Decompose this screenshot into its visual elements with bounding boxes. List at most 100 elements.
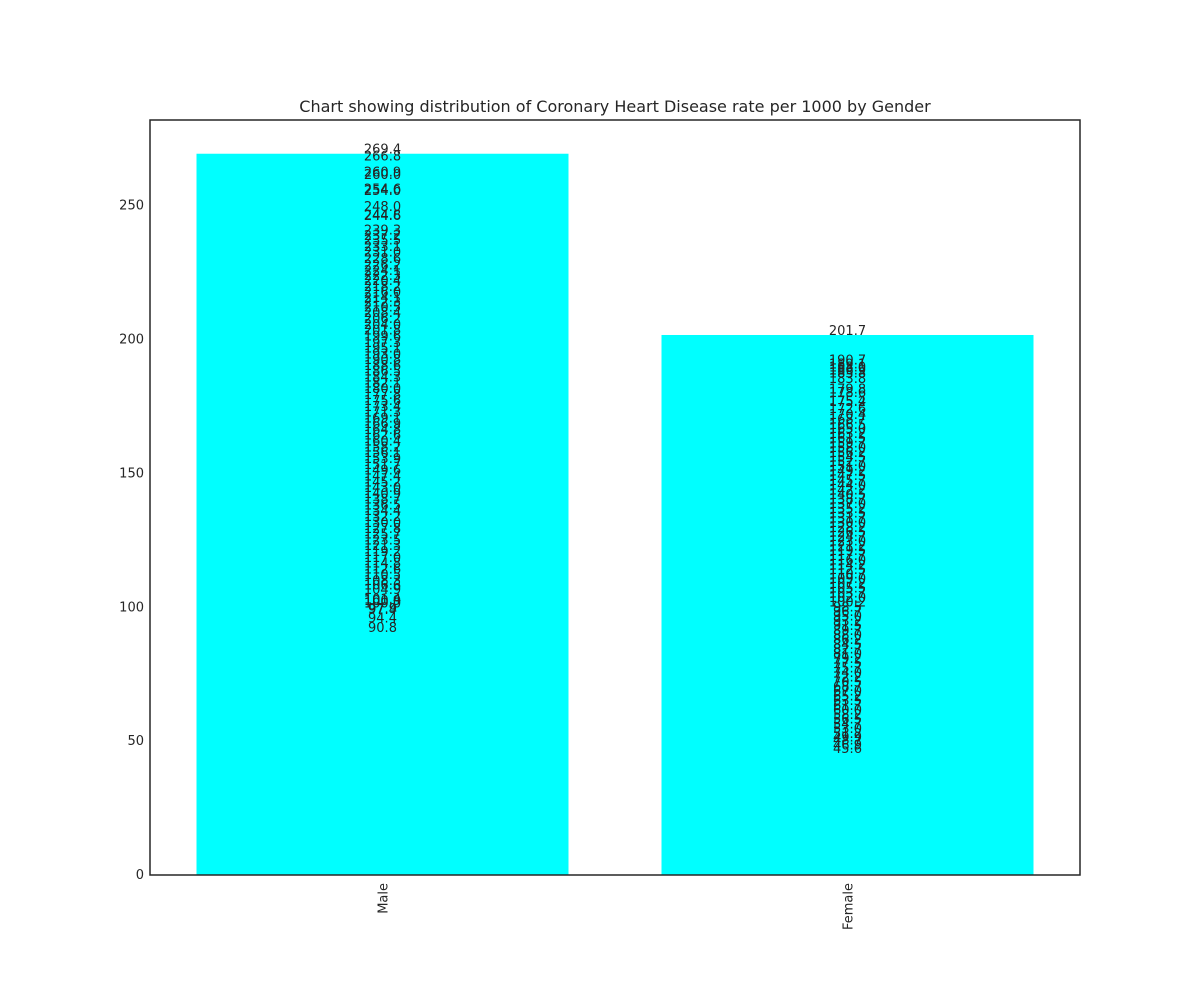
bar-data-label: 237.2: [364, 229, 401, 244]
bar-data-label: 145.7: [829, 474, 866, 489]
bar-data-label: 178.6: [829, 386, 866, 401]
bar-data-label: 112.5: [829, 563, 866, 578]
bar-data-label: 162.6: [364, 429, 401, 444]
bar-data-label: 74.0: [833, 666, 862, 681]
bar-data-label: 210.5: [364, 300, 401, 315]
bar-data-label: 86.2: [833, 633, 862, 648]
bar-data-label: 168.7: [829, 412, 866, 427]
bar-data-label: 233.1: [364, 240, 401, 255]
bar-data-label: 134.4: [364, 504, 401, 519]
bar-data-label: 175.4: [829, 394, 866, 409]
bar-data-label: 188.6: [364, 359, 401, 374]
bar-data-label: 254.0: [364, 184, 401, 199]
bar-data-label: 112.6: [364, 563, 401, 578]
bar-data-label: 161.5: [829, 432, 866, 447]
bar-data-label: 156.1: [364, 446, 401, 461]
bar-data-label: 248.0: [364, 200, 401, 215]
bar-data-label: 175.2: [829, 395, 866, 410]
bar-data-label: 239.3: [364, 223, 401, 238]
bar-data-label: 197.3: [364, 336, 401, 351]
bar-data-label: 195.1: [364, 342, 401, 357]
bar-data-label: 158.2: [364, 440, 401, 455]
y-tick-label: 50: [127, 734, 144, 749]
bar-data-label: 81.0: [833, 647, 862, 662]
bar-data-label: 96.7: [833, 605, 862, 620]
bar-data-label: 166.9: [364, 417, 401, 432]
bar-data-label: 136.5: [364, 499, 401, 514]
bar-data-label: 138.7: [364, 493, 401, 508]
y-tick-label: 0: [136, 868, 144, 883]
bar-data-label: 208.4: [364, 306, 401, 321]
bar-data-label: 138.7: [829, 493, 866, 508]
bar-data-label: 171.3: [364, 405, 401, 420]
bar-data-label: 166.5: [829, 418, 866, 433]
bar-data-label: 235.5: [364, 233, 401, 248]
bar-data-label: 190.8: [364, 353, 401, 368]
bar-data-label: 260.0: [364, 168, 401, 183]
bar-data-label: 119.5: [829, 544, 866, 559]
bar-data-label: 98.5: [833, 600, 862, 615]
bar-data-label: 101.4: [364, 593, 401, 608]
bar-data-label: 201.8: [364, 324, 401, 339]
bar-data-label: 121.3: [364, 539, 401, 554]
bar-data-label: 109.0: [829, 572, 866, 587]
bar-female: [661, 334, 1034, 876]
x-axis-ticks: Male Female: [377, 883, 857, 930]
bar-data-label: 130.0: [364, 516, 401, 531]
bar-data-label: 149.2: [829, 465, 866, 480]
bar-data-label: 72.2: [833, 671, 862, 686]
bar-data-label: 201.7: [829, 324, 866, 339]
bar-data-label: 151.7: [364, 458, 401, 473]
bar-data-label: 173.4: [364, 400, 401, 415]
bar-data-label: 190.7: [829, 353, 866, 368]
bar-data-label: 126.5: [829, 525, 866, 540]
bar-data-label: 193.0: [364, 347, 401, 362]
bar-data-label: 154.5: [829, 450, 866, 465]
bar-data-label: 152.7: [829, 455, 866, 470]
bar-data-label: 214.1: [364, 291, 401, 306]
bar-data-label: 244.6: [364, 209, 401, 224]
bar-data-label: 189.1: [829, 358, 866, 373]
bar-data-label: 97.4: [368, 603, 397, 618]
bar-data-label: 90.8: [368, 621, 397, 636]
bar-data-label: 108.3: [364, 574, 401, 589]
bar-data-label: 260.9: [364, 165, 401, 180]
bar-data-label: 183.8: [829, 372, 866, 387]
bar-data-label: 156.2: [829, 446, 866, 461]
bar-data-label: 79.2: [833, 652, 862, 667]
bar-data-label: 165.0: [829, 422, 866, 437]
bar-data-label: 175.6: [364, 394, 401, 409]
bar-data-label: 130.0: [829, 516, 866, 531]
bar-data-label: 222.3: [364, 269, 401, 284]
bar-data-label: 147.4: [364, 469, 401, 484]
bar-data-label: 49.9: [833, 730, 862, 745]
bar-data-label: 114.2: [829, 558, 866, 573]
bar-data-label: 137.0: [829, 497, 866, 512]
bar-data-label: 106.6: [364, 579, 401, 594]
bar-data-label: 105.5: [829, 582, 866, 597]
bar-data-label: 51.2: [833, 727, 862, 742]
bar-data-label: 94.4: [368, 611, 397, 626]
bar-data-label: 100.2: [829, 596, 866, 611]
chart-title: Chart showing distribution of Coronary H…: [299, 97, 931, 116]
bar-data-label: 172.6: [829, 402, 866, 417]
bar-data-label: 123.0: [829, 535, 866, 550]
bar-data-label: 158.0: [829, 441, 866, 456]
bar-data-label: 117.0: [364, 551, 401, 566]
bar-data-label: 102.0: [829, 591, 866, 606]
bar-data-label: 159.7: [829, 436, 866, 451]
bar-data-label: 121.2: [829, 540, 866, 555]
bar-data-label: 68.7: [833, 680, 862, 695]
bar-data-label: 132.2: [364, 510, 401, 525]
bar-data-label: 186.9: [829, 364, 866, 379]
bar-data-label: 186.5: [364, 365, 401, 380]
bar-data-label: 127.8: [364, 522, 401, 537]
bar-data-label: 124.7: [829, 530, 866, 545]
bar-data-label: 84.5: [833, 638, 862, 653]
bar-data-label: 163.2: [829, 427, 866, 442]
bar-data-label: 160.4: [364, 435, 401, 450]
bar-data-label: 75.7: [833, 661, 862, 676]
bar-data-label: 266.8: [364, 150, 401, 165]
bar-data-label: 254.6: [364, 182, 401, 197]
bar-data-label: 58.2: [833, 708, 862, 723]
